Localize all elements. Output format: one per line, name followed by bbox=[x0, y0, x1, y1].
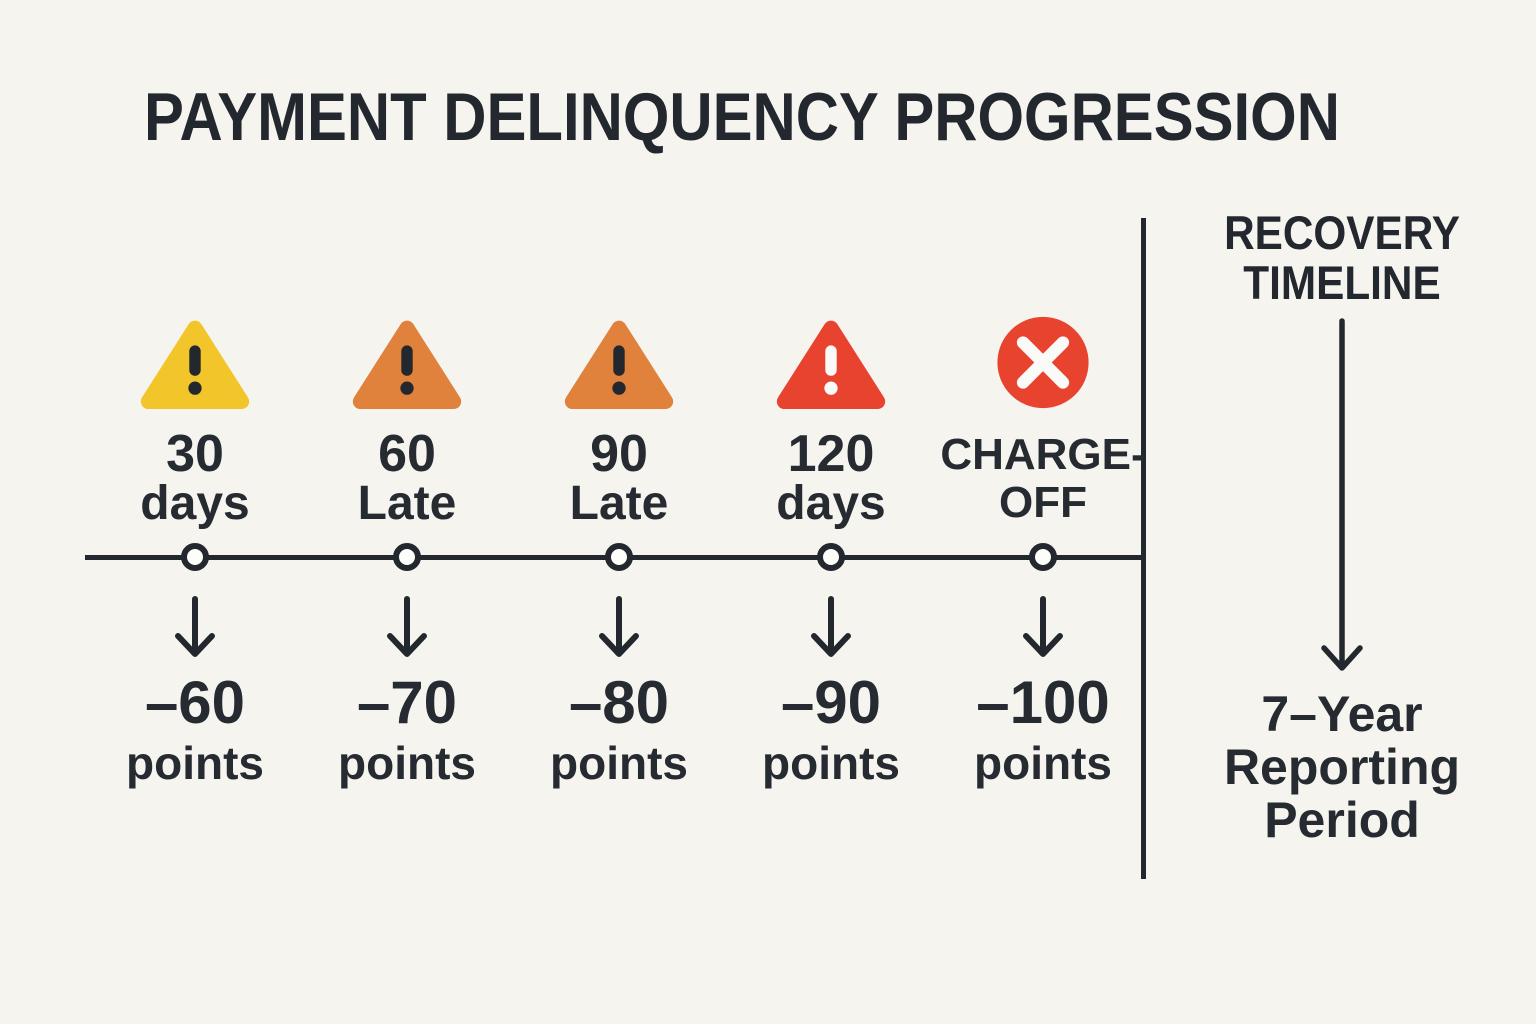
milestone-label: 60 bbox=[378, 425, 436, 483]
down-arrow-icon bbox=[597, 596, 641, 671]
down-arrow-icon bbox=[173, 596, 217, 671]
points-value: –60 bbox=[144, 669, 246, 736]
milestone-charge-off: CHARGE- OFF –100 points bbox=[940, 312, 1146, 792]
milestone-label: CHARGE- bbox=[940, 430, 1146, 479]
points-value: –70 bbox=[356, 669, 458, 736]
timeline-node bbox=[817, 543, 845, 571]
milestone-120-days: 120 days –90 points bbox=[736, 312, 926, 792]
reporting-period-label: 7–Year Reporting Period bbox=[1162, 688, 1522, 847]
reporting-period-line3: Period bbox=[1264, 792, 1420, 848]
milestone-90-late: 90 Late –80 points bbox=[524, 312, 714, 792]
milestone-sublabel: Late bbox=[569, 477, 669, 530]
milestone-60-late: 60 Late –70 points bbox=[312, 312, 502, 792]
points-value: –80 bbox=[568, 669, 670, 736]
points-value: –100 bbox=[976, 669, 1110, 736]
long-down-arrow-icon bbox=[1318, 318, 1366, 685]
milestone-sublabel: days bbox=[140, 477, 250, 530]
points-unit: points bbox=[338, 737, 476, 789]
milestone-label: 120 bbox=[787, 425, 875, 483]
timeline-node bbox=[393, 543, 421, 571]
down-arrow-icon bbox=[385, 596, 429, 671]
timeline-node bbox=[181, 543, 209, 571]
warning-triangle-icon bbox=[100, 312, 290, 412]
milestone-label: 90 bbox=[590, 425, 648, 483]
points-unit: points bbox=[550, 737, 688, 789]
page-title: PAYMENT DELINQUENCY PROGRESSION bbox=[144, 79, 1340, 155]
down-arrow-icon bbox=[1021, 596, 1065, 671]
reporting-period-line1: 7–Year bbox=[1261, 686, 1423, 742]
recovery-heading-line2: TIMELINE bbox=[1243, 256, 1441, 309]
milestone-sublabel: Late bbox=[357, 477, 457, 530]
recovery-heading-line1: RECOVERY bbox=[1224, 206, 1460, 259]
timeline-node bbox=[605, 543, 633, 571]
milestone-label: 30 bbox=[166, 425, 224, 483]
milestone-sublabel: OFF bbox=[999, 478, 1087, 527]
divider-line bbox=[1141, 218, 1146, 879]
milestone-sublabel: days bbox=[776, 477, 886, 530]
x-circle-icon bbox=[948, 312, 1138, 412]
points-unit: points bbox=[126, 737, 264, 789]
points-value: –90 bbox=[780, 669, 882, 736]
milestone-30-days: 30 days –60 points bbox=[100, 312, 290, 792]
recovery-timeline-heading: RECOVERY TIMELINE bbox=[1180, 208, 1504, 308]
down-arrow-icon bbox=[809, 596, 853, 671]
points-unit: points bbox=[974, 737, 1112, 789]
reporting-period-line2: Reporting bbox=[1223, 739, 1461, 795]
warning-triangle-icon bbox=[312, 312, 502, 412]
warning-triangle-icon bbox=[736, 312, 926, 412]
points-unit: points bbox=[762, 737, 900, 789]
timeline-node bbox=[1029, 543, 1057, 571]
warning-triangle-icon bbox=[524, 312, 714, 412]
